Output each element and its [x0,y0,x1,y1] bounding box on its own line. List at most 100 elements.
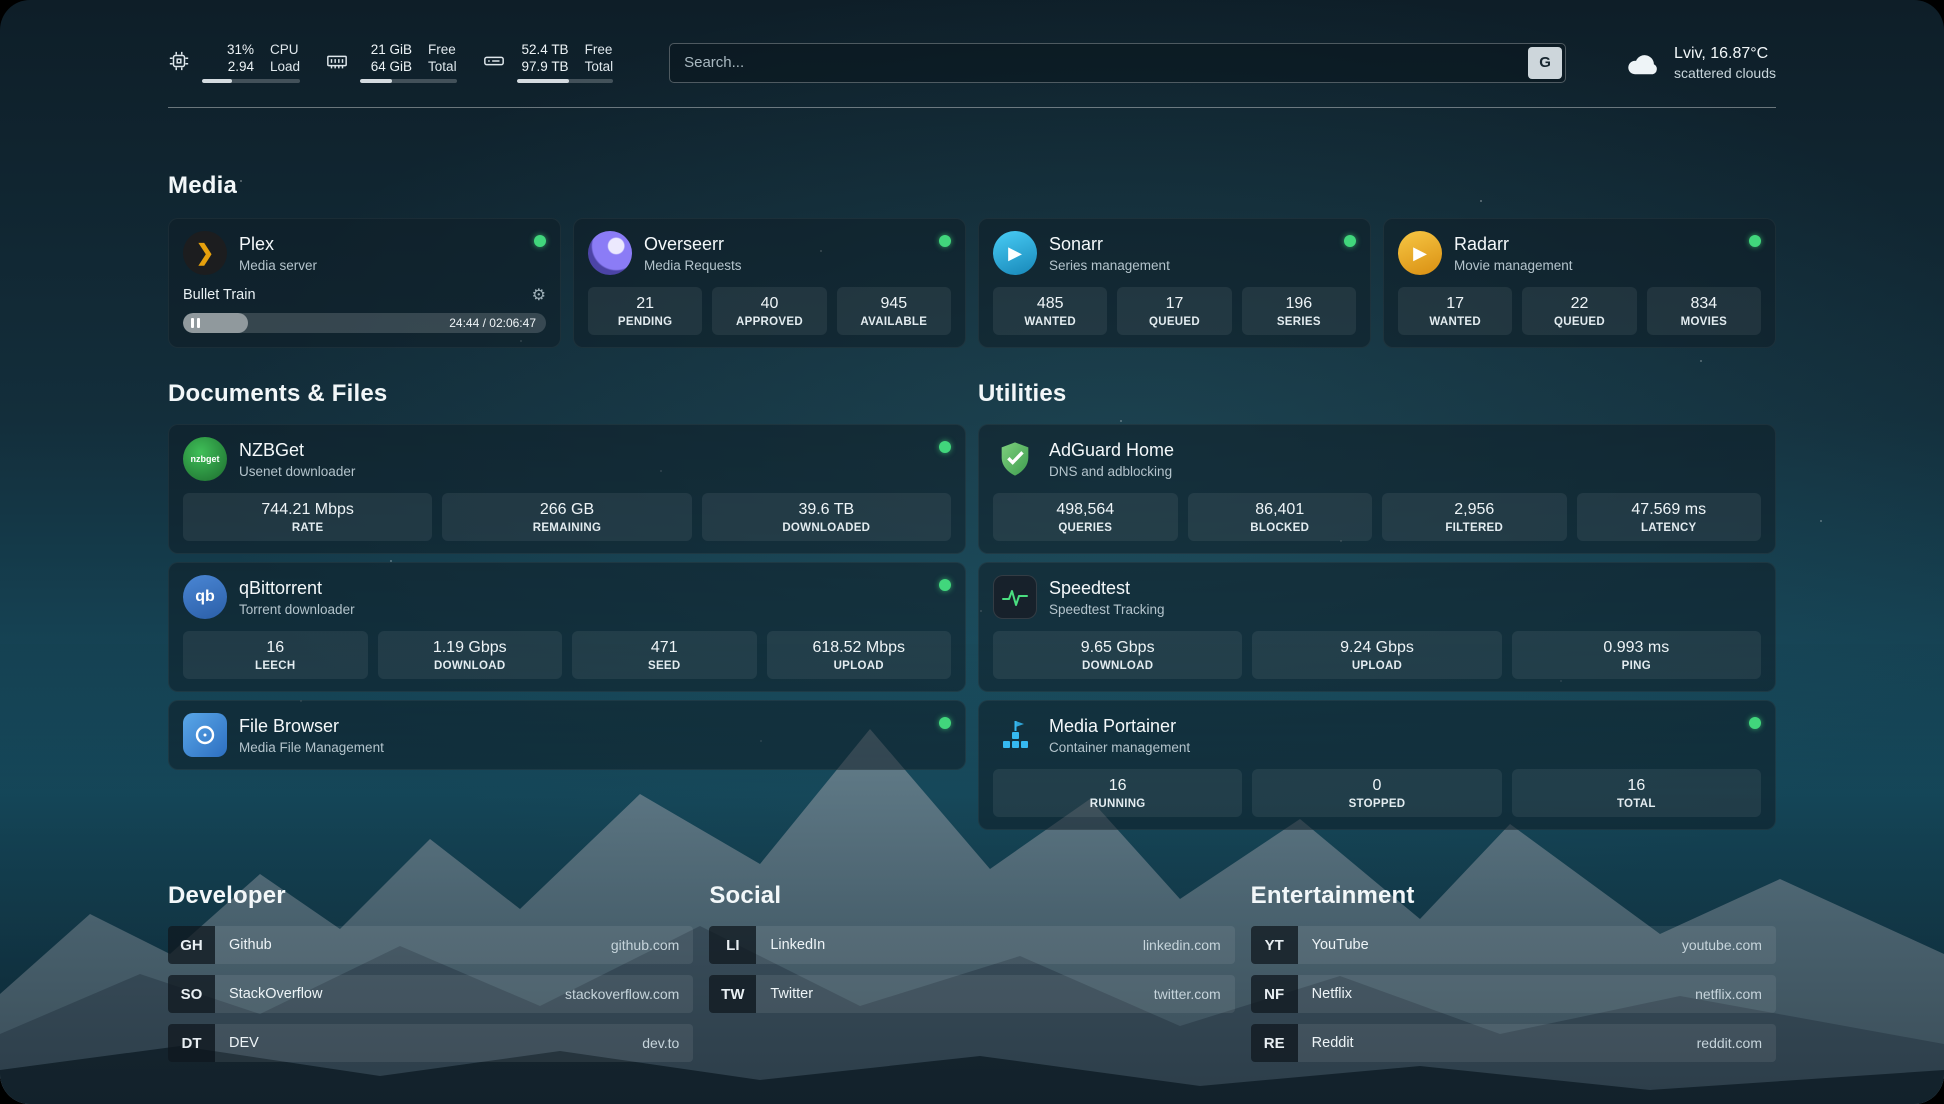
stat-download: 1.19 Gbps DOWNLOAD [377,631,562,679]
playback-time: 24:44 / 02:06:47 [449,316,536,330]
bookmark-netflix[interactable]: NF Netflix netflix.com [1250,975,1776,1013]
bookmark-twitter[interactable]: TW Twitter twitter.com [709,975,1235,1013]
service-name: Overseerr [644,233,725,254]
service-card-filebrowser[interactable]: File Browser Media File Management [168,700,966,770]
memory-usage-fill [360,79,392,83]
disk-widget: 52.4 TB 97.9 TB Free Total [483,42,614,83]
bookmark-stackoverflow[interactable]: SO StackOverflow stackoverflow.com [168,975,694,1013]
bookmark-domain: linkedin.com [1142,937,1221,953]
bookmark-name: DEV [229,1035,259,1051]
playback-progress-bar[interactable]: 24:44 / 02:06:47 [183,313,546,333]
status-dot [1344,235,1356,247]
service-card-overseerr[interactable]: Overseerr Media Requests 21 PENDING 40 A… [573,218,966,348]
bookmark-abbr: NF [1250,975,1298,1013]
memory-usage-bar [360,79,457,83]
disk-label-bottom: Total [584,59,614,74]
service-stats: 744.21 Mbps RATE 266 GB REMAINING 39.6 T… [183,493,951,541]
stat-ping: 0.993 ms PING [1511,631,1761,679]
bookmark-abbr: GH [168,926,215,964]
bookmark-github[interactable]: GH Github github.com [168,926,694,964]
plex-icon: ❯ [183,231,227,275]
section-title-entertainment: Entertainment [1250,882,1415,909]
top-bar: 31% 2.94 CPU Load [168,0,1776,83]
memory-free: 21 GiB [370,42,413,57]
stat-approved: 40 APPROVED [712,287,827,335]
memory-icon [326,42,348,72]
stat-queued: 17 QUEUED [1117,287,1232,335]
service-subtitle: Movie management [1454,257,1573,273]
service-name: NZBGet [239,439,305,460]
search-provider-button[interactable]: G [1528,46,1563,79]
service-stats: 16 LEECH 1.19 Gbps DOWNLOAD 471 SEED 6 [183,631,951,679]
cpu-label-bottom: Load [270,59,301,74]
cpu-label-top: CPU [270,42,299,57]
speedtest-icon [993,575,1037,619]
stat-filtered: 2,956 FILTERED [1382,493,1567,541]
bookmark-abbr: SO [168,975,215,1013]
stat-pending: 21 PENDING [588,287,703,335]
service-stats: 21 PENDING 40 APPROVED 945 AVAILABLE [588,287,951,335]
bookmark-name: LinkedIn [770,937,826,953]
section-title-media: Media [168,172,238,199]
cpu-icon [168,42,190,72]
bookmark-abbr: LI [709,926,757,964]
cpu-usage-fill [202,79,233,83]
stat-stopped: 0 STOPPED [1252,769,1502,817]
bookmark-domain: stackoverflow.com [564,986,680,1002]
bookmark-name: Github [229,937,272,953]
stat-queries: 498,564 QUERIES [993,493,1178,541]
service-card-adguard[interactable]: AdGuard Home DNS and adblocking 498,564 … [978,424,1776,554]
memory-widget: 21 GiB 64 GiB Free Total [326,42,457,83]
sonarr-icon: ▶ [993,231,1037,275]
bookmark-domain: youtube.com [1681,937,1762,953]
bookmark-youtube[interactable]: YT YouTube youtube.com [1250,926,1776,964]
bookmark-reddit[interactable]: RE Reddit reddit.com [1250,1024,1776,1062]
disk-icon [483,42,505,72]
gear-icon[interactable]: ⚙ [531,287,546,304]
service-subtitle: Torrent downloader [239,601,355,617]
pause-icon[interactable] [191,318,200,328]
service-name: Media Portainer [1049,715,1177,736]
bookmark-name: Reddit [1311,1035,1354,1051]
cloud-icon [1626,49,1662,77]
service-subtitle: Media Requests [644,257,742,273]
service-card-plex[interactable]: ❯ Plex Media server Bullet Train ⚙ [168,218,561,348]
search-bar[interactable]: G [669,42,1567,83]
bookmark-abbr: YT [1250,926,1298,964]
bookmarks-developer: Developer GH Github github.com SO StackO… [168,882,694,1073]
service-card-qbittorrent[interactable]: qb qBittorrent Torrent downloader 16 LEE… [168,562,966,692]
service-stats: 9.65 Gbps DOWNLOAD 9.24 Gbps UPLOAD 0.99… [993,631,1761,679]
search-input[interactable] [684,54,1529,71]
stat-series: 196 SERIES [1241,287,1356,335]
status-dot [534,235,546,247]
disk-usage-fill [516,79,569,83]
service-card-portainer[interactable]: Media Portainer Container management 16 … [978,700,1776,830]
bookmarks-social: Social LI LinkedIn linkedin.com TW Twitt… [709,882,1235,1073]
cpu-usage-bar [202,79,301,83]
stat-wanted: 485 WANTED [993,287,1108,335]
adguard-icon [993,437,1037,481]
bookmark-linkedin[interactable]: LI LinkedIn linkedin.com [709,926,1235,964]
bookmark-dev[interactable]: DT DEV dev.to [168,1024,694,1062]
stat-total: 16 TOTAL [1511,769,1761,817]
stat-wanted: 17 WANTED [1398,287,1513,335]
service-card-radarr[interactable]: ▶ Radarr Movie management 17 WANTED [1383,218,1776,348]
service-card-speedtest[interactable]: Speedtest Speedtest Tracking 9.65 Gbps D… [978,562,1776,692]
bookmark-domain: netflix.com [1695,986,1762,1002]
weather-widget: Lviv, 16.87°C scattered clouds [1626,45,1776,81]
bookmarks-entertainment: Entertainment YT YouTube youtube.com NF … [1250,882,1776,1073]
bookmark-domain: dev.to [642,1035,680,1051]
section-title-developer: Developer [168,882,286,909]
stat-latency: 47.569 ms LATENCY [1576,493,1761,541]
memory-label-bottom: Total [428,59,457,74]
service-card-nzbget[interactable]: nzbget NZBGet Usenet downloader 744.21 M… [168,424,966,554]
bookmark-abbr: TW [709,975,757,1013]
snow-specks [0,0,2,2]
service-name: qBittorrent [239,577,323,598]
cpu-load: 2.94 [227,59,254,74]
section-title-utilities: Utilities [978,380,1067,407]
radarr-icon: ▶ [1398,231,1442,275]
bookmark-name: StackOverflow [229,986,323,1002]
service-card-sonarr[interactable]: ▶ Sonarr Series management 485 WANTED [978,218,1371,348]
stat-upload: 618.52 Mbps UPLOAD [766,631,951,679]
